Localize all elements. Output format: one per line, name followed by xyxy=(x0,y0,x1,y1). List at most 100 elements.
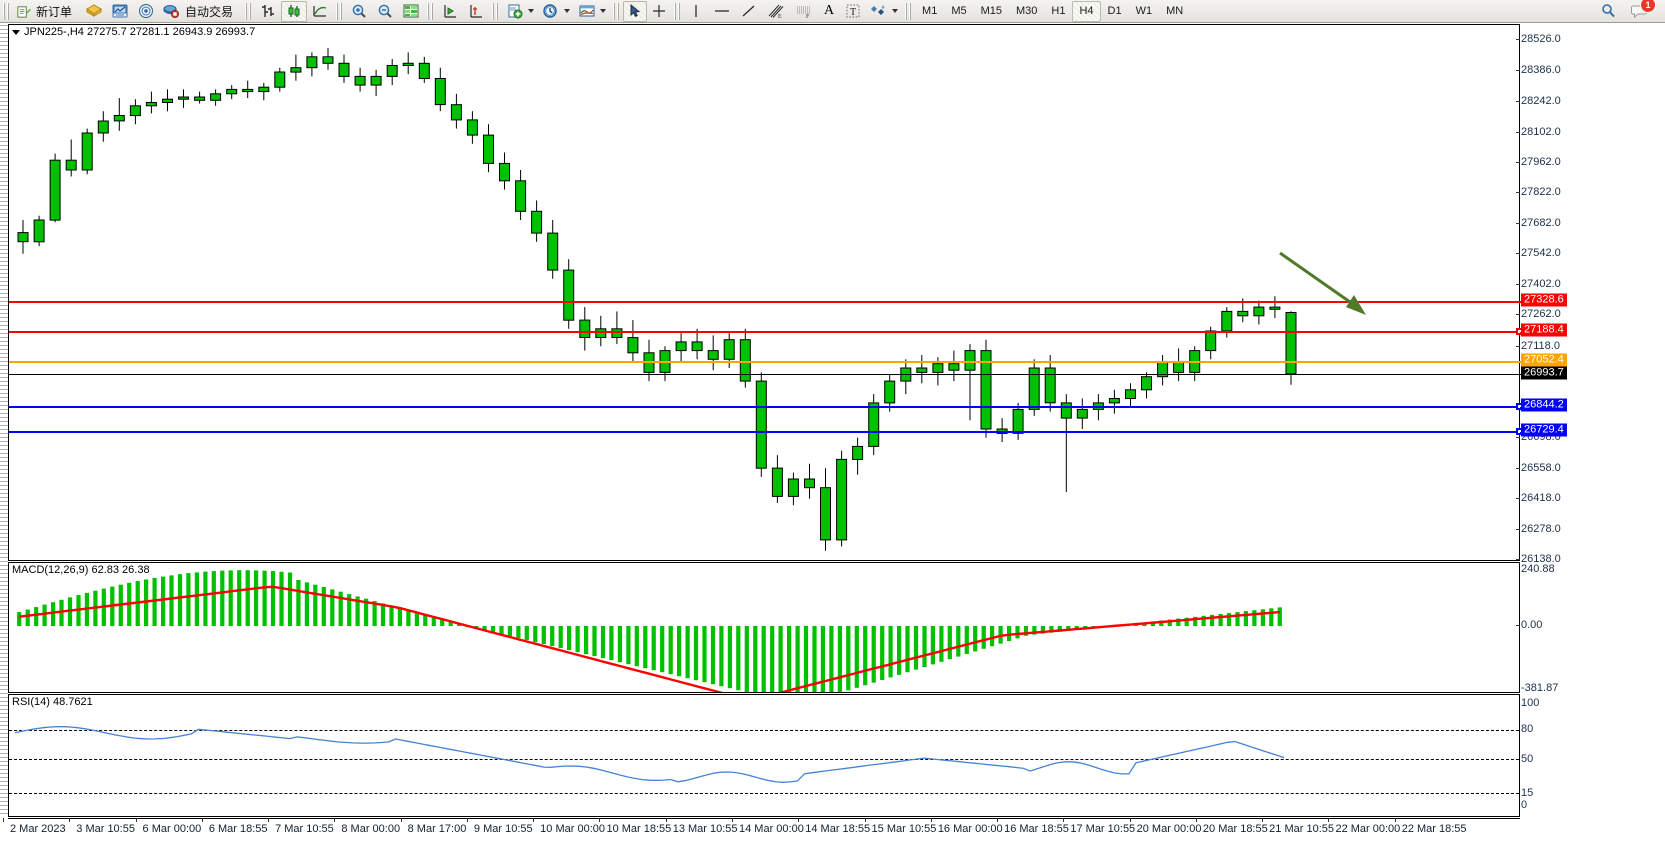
line-chart-button[interactable] xyxy=(307,1,333,22)
timeframe-button-m1[interactable]: M1 xyxy=(922,5,938,17)
timeframe-button-h4[interactable]: H4 xyxy=(1072,0,1101,22)
time-tick: 8 Mar 00:00 xyxy=(334,818,401,835)
toolbar-grip-charttype[interactable] xyxy=(245,2,253,20)
level-line-current-price[interactable] xyxy=(9,373,1521,375)
grid-button[interactable] xyxy=(398,1,424,22)
down-arrow-annotation[interactable] xyxy=(1274,247,1384,327)
period-button[interactable] xyxy=(538,1,574,22)
timeframe-button-h1[interactable]: H1 xyxy=(1051,5,1066,17)
level-line-resistance-upper[interactable] xyxy=(9,300,1521,303)
price-pane[interactable]: JPN225-,H4 27275.7 27281.1 26943.9 26993… xyxy=(8,24,1523,561)
shapes-icon xyxy=(871,5,885,15)
chart-title-bar[interactable]: JPN225-,H4 27275.7 27281.1 26943.9 26993… xyxy=(12,26,259,38)
toolbar-group-zoom xyxy=(346,0,424,23)
market-watch-button[interactable] xyxy=(107,1,133,22)
level-line-resistance-lower[interactable] xyxy=(9,331,1521,334)
templates-button[interactable] xyxy=(574,1,610,22)
price-tick: 26138.0 xyxy=(1516,553,1561,565)
cursor-button[interactable] xyxy=(623,0,648,22)
toolbar-grip-zoom[interactable] xyxy=(336,2,344,20)
new-order-button[interactable]: 新订单 xyxy=(13,1,81,22)
chevron-down-icon[interactable] xyxy=(600,9,607,13)
rsi-series xyxy=(14,726,1285,783)
chat-badge: 1 xyxy=(1640,0,1656,13)
chart-window-grip[interactable] xyxy=(0,24,8,817)
price-tick: 27822.0 xyxy=(1516,186,1561,199)
timeframe-button-mn[interactable]: MN xyxy=(1166,5,1184,17)
vline-icon xyxy=(695,5,697,17)
level-line-pivot-orange[interactable] xyxy=(9,360,1521,363)
rsi-axis-tick: 50 xyxy=(1521,753,1534,765)
chat-button[interactable]: 1 xyxy=(1627,0,1656,22)
timeframe-button-d1[interactable]: D1 xyxy=(1107,5,1122,17)
shapes-button[interactable] xyxy=(866,1,902,22)
toolbar-grip-tools[interactable] xyxy=(613,2,621,20)
zoom-out-button[interactable] xyxy=(372,1,398,22)
level-tag-resistance-lower[interactable]: 27188.4 xyxy=(1521,323,1567,337)
price-tick: 26278.0 xyxy=(1516,522,1561,535)
time-tick: 10 Mar 18:55 xyxy=(599,818,672,835)
autotrading-label: 自动交易 xyxy=(185,4,234,19)
toolbar-grip-draw[interactable] xyxy=(674,2,682,20)
rsi-axis-tick: 80 xyxy=(1521,723,1534,735)
chevron-down-icon[interactable] xyxy=(892,9,899,13)
chevron-down-icon[interactable] xyxy=(564,9,571,13)
time-tick: 20 Mar 18:55 xyxy=(1195,818,1268,835)
vline-button[interactable] xyxy=(684,1,708,22)
fibo-button[interactable]: F xyxy=(790,1,818,22)
level-line-support-lower[interactable] xyxy=(9,431,1521,434)
level-tag-current-price[interactable]: 26993.7 xyxy=(1521,366,1567,380)
collapse-caret-icon[interactable] xyxy=(12,29,20,35)
rsi-pane[interactable]: RSI(14) 48.7621 xyxy=(8,694,1520,817)
shift-end-button[interactable] xyxy=(437,1,463,22)
zoom-in-button[interactable] xyxy=(346,1,372,22)
add-indicator-button[interactable] xyxy=(502,1,538,22)
rsi-level-50 xyxy=(9,759,1519,760)
price-axis[interactable]: 28526.0 28386.0 28242.0 28102.0 27962.0 27822… xyxy=(1515,24,1665,817)
level-tag-pivot-orange[interactable]: 27052.4 xyxy=(1521,353,1567,367)
timeframe-button-m30[interactable]: M30 xyxy=(1016,5,1038,17)
toolbar-group-indicators xyxy=(502,0,610,23)
toolbar-grip-timeframes[interactable] xyxy=(905,2,913,20)
timeframe-button-m5[interactable]: M5 xyxy=(951,5,967,17)
text-label-button[interactable]: T xyxy=(840,1,866,22)
macd-axis-tick: 240.88 xyxy=(1521,563,1555,575)
level-line-support-upper[interactable] xyxy=(9,406,1521,409)
toolbar-grip[interactable] xyxy=(3,2,10,20)
price-tick: 27262.0 xyxy=(1516,308,1561,321)
toolbar-group-scroll xyxy=(437,0,489,23)
bar-chart-button[interactable] xyxy=(255,1,281,22)
candlestick-chart-button[interactable] xyxy=(281,0,308,22)
text-icon: A xyxy=(823,3,835,18)
level-tag-support-upper[interactable]: 26844.2 xyxy=(1521,398,1567,412)
text-button[interactable]: A xyxy=(818,1,840,22)
equidistant-channel-button[interactable]: E xyxy=(762,1,790,22)
profile-button[interactable] xyxy=(81,1,107,22)
time-tick: 8 Mar 17:00 xyxy=(400,818,467,835)
data-window-button[interactable] xyxy=(133,1,159,22)
macd-pane[interactable]: MACD(12,26,9) 62.83 26.38 xyxy=(8,562,1520,693)
autotrading-button[interactable]: 自动交易 xyxy=(159,1,242,22)
crosshair-button[interactable] xyxy=(647,1,671,22)
search-button[interactable] xyxy=(1596,1,1621,22)
timeframe-button-m15[interactable]: M15 xyxy=(980,5,1002,17)
hline-button[interactable] xyxy=(708,1,736,22)
time-axis[interactable]: 2 Mar 2023 3 Mar 10:55 6 Mar 00:00 6 Mar 18… xyxy=(3,818,1520,843)
auto-scroll-button[interactable] xyxy=(463,1,489,22)
main-toolbar: 新订单 xyxy=(0,0,1665,23)
trendline-button[interactable] xyxy=(736,1,762,22)
chevron-down-icon[interactable] xyxy=(528,9,535,13)
time-tick: 20 Mar 00:00 xyxy=(1129,818,1202,835)
timeframe-button-w1[interactable]: W1 xyxy=(1135,5,1153,17)
time-tick: 21 Mar 10:55 xyxy=(1262,818,1334,835)
toolbar-grip-scroll[interactable] xyxy=(427,2,435,20)
level-tag-resistance-upper[interactable]: 27328.6 xyxy=(1521,293,1567,307)
shift-end-icon xyxy=(444,5,457,18)
zoom-out-icon xyxy=(378,4,392,18)
equidistant-channel-icon: E xyxy=(768,4,784,19)
time-tick: 17 Mar 10:55 xyxy=(1063,818,1136,835)
auto-scroll-icon xyxy=(470,5,483,18)
level-tag-support-lower[interactable]: 26729.4 xyxy=(1521,423,1567,437)
toolbar-grip-indicators[interactable] xyxy=(492,2,500,20)
